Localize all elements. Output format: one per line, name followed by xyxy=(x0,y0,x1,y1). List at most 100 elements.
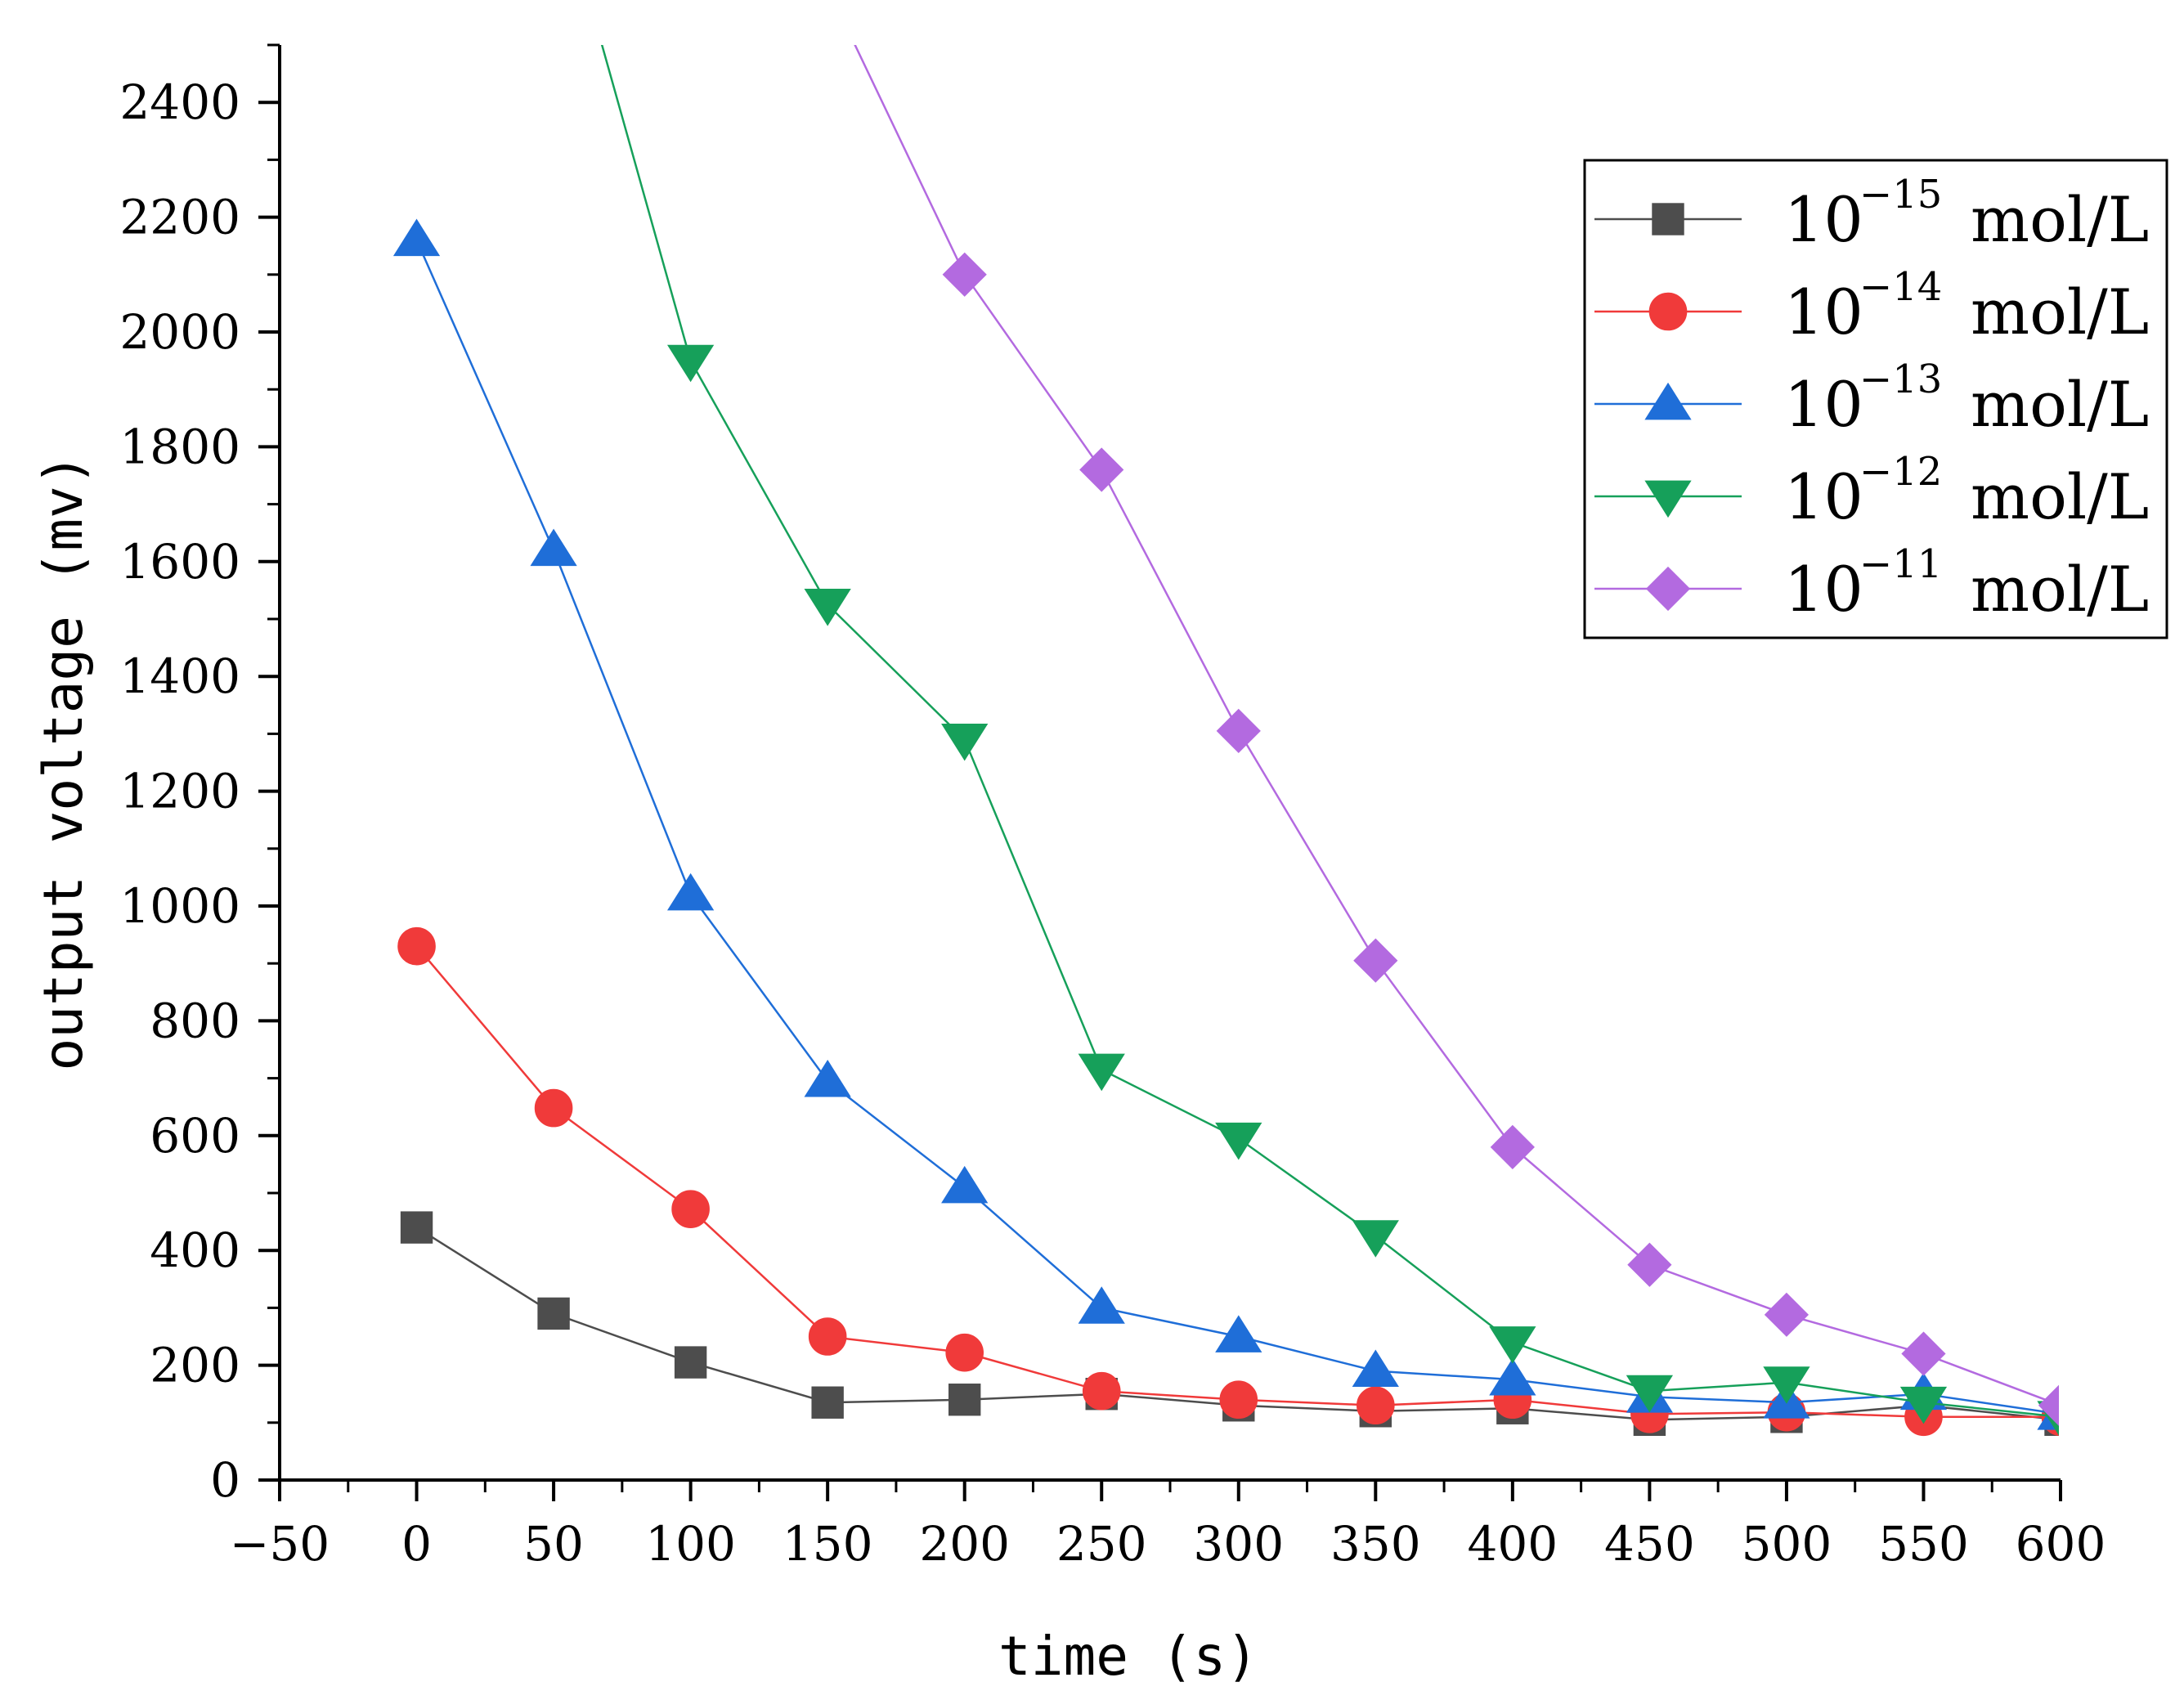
legend-label-unit: mol/L xyxy=(1971,460,2149,533)
x-tick-label: 350 xyxy=(1330,1516,1421,1572)
x-tick-label: 150 xyxy=(783,1516,873,1572)
y-tick-label: 1800 xyxy=(119,419,240,474)
data-point xyxy=(2038,1384,2059,1426)
legend-label-base: 10 xyxy=(1784,368,1863,441)
y-tick-label: 1600 xyxy=(119,534,240,590)
data-point xyxy=(1899,1386,1948,1424)
x-tick-label: 250 xyxy=(1056,1516,1147,1572)
data-point xyxy=(1626,1375,1674,1413)
legend-label-exponent: −13 xyxy=(1859,357,1942,402)
x-tick-label: 50 xyxy=(523,1516,584,1572)
y-tick-label: 800 xyxy=(150,993,240,1048)
data-point xyxy=(804,589,851,626)
data-point xyxy=(400,1211,433,1244)
data-point xyxy=(1357,1386,1395,1425)
y-tick-label: 400 xyxy=(150,1222,240,1278)
y-tick-label: 0 xyxy=(210,1452,240,1508)
data-point xyxy=(534,1088,573,1128)
legend-marker xyxy=(1644,382,1692,420)
data-point xyxy=(948,1384,981,1416)
data-point xyxy=(1352,1349,1399,1388)
legend-label-base: 10 xyxy=(1784,553,1863,626)
data-point xyxy=(804,1059,851,1097)
legend-label-base: 10 xyxy=(1784,183,1863,256)
data-point xyxy=(1489,1326,1536,1364)
x-tick-label: 500 xyxy=(1742,1516,1832,1572)
y-tick-label: 1400 xyxy=(119,648,240,704)
legend-label-unit: mol/L xyxy=(1971,368,2149,441)
data-point xyxy=(671,1190,710,1228)
x-tick-label: 550 xyxy=(1878,1516,1969,1572)
y-axis-title: output voltage (mv) xyxy=(32,454,95,1071)
legend-label-unit: mol/L xyxy=(1971,276,2149,348)
legend-entry: 10−14 mol/L xyxy=(1594,264,2149,348)
data-point xyxy=(392,218,441,257)
data-point xyxy=(1353,938,1398,983)
data-point xyxy=(1082,1371,1121,1411)
data-point xyxy=(1078,1286,1125,1324)
legend-label-exponent: −11 xyxy=(1859,541,1942,587)
legend-entry: 10−13 mol/L xyxy=(1594,357,2149,441)
data-point xyxy=(674,1346,707,1379)
x-tick-label: 100 xyxy=(645,1516,736,1572)
legend-entry: 10−12 mol/L xyxy=(1594,449,2149,533)
data-point xyxy=(1219,1380,1258,1420)
data-point xyxy=(1764,1292,1810,1337)
legend-marker xyxy=(1648,292,1688,331)
legend: 10−15 mol/L10−14 mol/L10−13 mol/L10−12 mol/L… xyxy=(1583,159,2168,639)
series-line xyxy=(854,45,2059,1406)
x-tick-label: −50 xyxy=(230,1516,330,1572)
x-tick-label: 0 xyxy=(401,1516,432,1572)
data-point xyxy=(811,1386,844,1419)
data-point xyxy=(1490,1124,1535,1169)
x-tick-label: 400 xyxy=(1467,1516,1558,1572)
data-point xyxy=(1489,1358,1536,1396)
legend-label-exponent: −14 xyxy=(1859,264,1942,310)
data-point xyxy=(666,344,715,383)
data-point xyxy=(941,1165,989,1204)
data-point xyxy=(1216,708,1261,753)
data-point xyxy=(1352,1220,1399,1258)
y-tick-label: 1200 xyxy=(119,764,240,819)
data-point xyxy=(666,872,715,911)
x-tick-label: 200 xyxy=(919,1516,1010,1572)
legend-label-unit: mol/L xyxy=(1971,183,2149,256)
data-point xyxy=(1763,1366,1810,1404)
legend-marker xyxy=(1644,480,1692,518)
data-point xyxy=(1901,1331,1946,1376)
series-4 xyxy=(806,0,2059,1426)
data-point xyxy=(397,926,436,966)
legend-label-exponent: −12 xyxy=(1859,449,1942,495)
y-tick-label: 1000 xyxy=(119,878,240,934)
data-point xyxy=(806,0,850,9)
x-tick-label: 450 xyxy=(1604,1516,1695,1572)
y-tick-label: 2400 xyxy=(119,74,240,130)
data-point xyxy=(808,1317,847,1356)
legend-box xyxy=(1583,159,2168,639)
series-1 xyxy=(397,926,2059,1437)
data-point xyxy=(537,1297,570,1330)
legend-label-exponent: −15 xyxy=(1859,172,1942,218)
x-tick-label: 300 xyxy=(1193,1516,1284,1572)
data-point xyxy=(945,1333,984,1372)
legend-entry: 10−11 mol/L xyxy=(1594,541,2149,626)
legend-label-unit: mol/L xyxy=(1971,553,2149,626)
legend-entry: 10−15 mol/L xyxy=(1594,172,2149,256)
x-axis-title: time (s) xyxy=(998,1625,1258,1688)
y-tick-label: 2000 xyxy=(119,304,240,360)
y-tick-label: 2200 xyxy=(119,190,240,245)
legend-marker xyxy=(1645,566,1691,612)
x-tick-label: 600 xyxy=(2016,1516,2106,1572)
data-point xyxy=(941,724,989,761)
data-point xyxy=(1215,1122,1262,1160)
data-point xyxy=(1079,447,1124,492)
legend-marker xyxy=(1652,203,1684,235)
data-point xyxy=(1215,1315,1262,1352)
data-point xyxy=(1078,1053,1125,1092)
series-3 xyxy=(600,45,2059,1436)
legend-label-base: 10 xyxy=(1784,460,1863,533)
legend-label-base: 10 xyxy=(1784,276,1863,348)
y-tick-label: 600 xyxy=(150,1108,240,1164)
data-point xyxy=(942,252,987,297)
